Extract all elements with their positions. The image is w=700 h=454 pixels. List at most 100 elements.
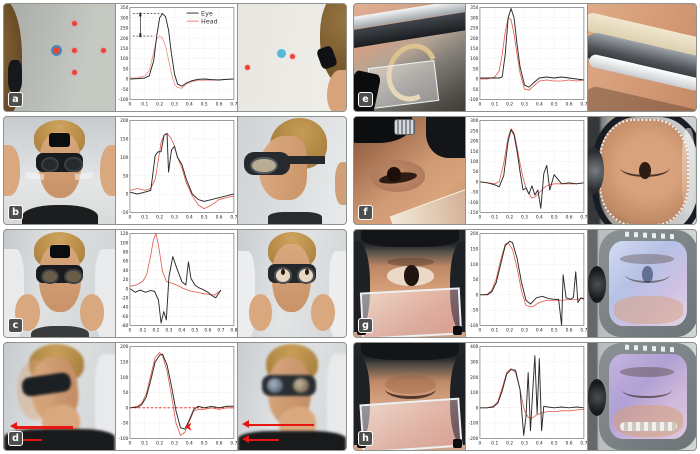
svg-text:200: 200 bbox=[471, 139, 480, 145]
camera-module bbox=[49, 244, 70, 258]
svg-text:60: 60 bbox=[123, 259, 129, 265]
panel-a-chart: -100 -50 0 50 100 150 200 250 300 350 0 0.1 0.2 0.3 0.… bbox=[116, 4, 237, 111]
laser-dot bbox=[289, 54, 295, 60]
svg-text:0.3: 0.3 bbox=[521, 328, 528, 334]
iris bbox=[387, 167, 401, 183]
clip bbox=[453, 325, 463, 335]
svg-text:0.1: 0.1 bbox=[142, 102, 149, 108]
svg-text:0.1: 0.1 bbox=[142, 215, 149, 221]
brow-shadow bbox=[620, 366, 675, 378]
svg-text:0.6: 0.6 bbox=[566, 102, 573, 108]
panel-f: -150 -100 -50 0 50 100 150 200 250 300 0 0.1 0.2 0.3 0… bbox=[353, 116, 697, 225]
svg-text:0.5: 0.5 bbox=[551, 328, 558, 334]
svg-text:120: 120 bbox=[121, 231, 130, 237]
svg-text:0.6: 0.6 bbox=[566, 328, 573, 334]
svg-text:0: 0 bbox=[126, 77, 129, 83]
svg-text:150: 150 bbox=[121, 46, 130, 52]
svg-text:0.6: 0.6 bbox=[566, 441, 573, 447]
goggle-lens-shiny bbox=[267, 378, 284, 394]
photo-subject-eyes-deviated bbox=[237, 230, 346, 337]
chart-f: -150 -100 -50 0 50 100 150 200 250 300 0 0.1 0.2 0.3 0… bbox=[466, 117, 587, 224]
photo-lens-purple-tint-closed-eye bbox=[587, 343, 696, 450]
lash-line-closed bbox=[385, 379, 437, 400]
goggle-lens bbox=[64, 156, 83, 173]
photo-head-impulse-blur-goggles bbox=[237, 343, 346, 450]
hand-on-jaw bbox=[248, 294, 273, 331]
svg-text:0: 0 bbox=[129, 102, 132, 108]
svg-text:0.7: 0.7 bbox=[581, 441, 587, 447]
svg-text:-50: -50 bbox=[472, 308, 479, 314]
svg-text:0.5: 0.5 bbox=[201, 441, 208, 447]
svg-text:100: 100 bbox=[121, 155, 130, 161]
svg-text:0.4: 0.4 bbox=[536, 102, 543, 108]
cheek-skin bbox=[613, 296, 684, 325]
svg-text:-40: -40 bbox=[122, 305, 129, 311]
foam-strip-dotted bbox=[620, 422, 677, 431]
svg-text:0: 0 bbox=[476, 179, 479, 185]
svg-text:0.1: 0.1 bbox=[142, 441, 149, 447]
chart-a: -100 -50 0 50 100 150 200 250 300 350 0 0.1 0.2 0.3 0.… bbox=[116, 4, 237, 111]
svg-text:300: 300 bbox=[471, 359, 480, 365]
svg-text:-150: -150 bbox=[469, 210, 479, 216]
svg-text:0.7: 0.7 bbox=[581, 215, 587, 221]
svg-text:200: 200 bbox=[471, 36, 480, 42]
svg-text:-100: -100 bbox=[469, 97, 479, 103]
chart-h: -200 -100 0 100 200 300 400 0 0.1 0.2 0.3 0.4 0.5 0.6… bbox=[466, 343, 587, 450]
svg-text:0.7: 0.7 bbox=[218, 328, 225, 334]
hand-on-jaw bbox=[311, 294, 336, 331]
photo-eye-closed-plate bbox=[354, 343, 466, 450]
knurled-knob bbox=[394, 119, 416, 136]
examiner-sleeve bbox=[326, 353, 346, 450]
head-strap bbox=[360, 343, 459, 361]
svg-text:-50: -50 bbox=[122, 210, 129, 216]
goggle-lens bbox=[64, 268, 83, 285]
svg-text:200: 200 bbox=[471, 231, 480, 237]
svg-text:-100: -100 bbox=[119, 436, 129, 442]
svg-text:300: 300 bbox=[121, 15, 130, 21]
svg-text:0.3: 0.3 bbox=[521, 102, 528, 108]
head-turn-arrow bbox=[10, 422, 74, 430]
panel-label-d: d bbox=[8, 431, 23, 446]
panel-a-photo-right bbox=[237, 4, 346, 111]
panel-e: -100 -50 0 50 100 150 200 250 300 350 0 0.1 0.2 0.3 0.… bbox=[353, 3, 697, 112]
svg-text:-200: -200 bbox=[469, 436, 479, 442]
svg-text:0.5: 0.5 bbox=[201, 102, 208, 108]
svg-text:0.7: 0.7 bbox=[231, 102, 237, 108]
panel-d-chart: -100 -50 0 50 100 150 200 0 0.1 0.2 0.3 0.4 0.5 0.6 0.… bbox=[116, 343, 237, 450]
svg-text:0.2: 0.2 bbox=[157, 102, 164, 108]
panel-f-chart: -150 -100 -50 0 50 100 150 200 250 300 0 0.1 0.2 0.3 0… bbox=[466, 117, 587, 224]
svg-text:0: 0 bbox=[479, 215, 482, 221]
svg-text:250: 250 bbox=[471, 26, 480, 32]
svg-text:0: 0 bbox=[479, 441, 482, 447]
svg-text:300: 300 bbox=[471, 15, 480, 21]
panel-label-c: c bbox=[8, 318, 23, 333]
iris bbox=[638, 161, 651, 180]
svg-text:200: 200 bbox=[471, 375, 480, 381]
svg-text:350: 350 bbox=[121, 5, 130, 11]
svg-text:300: 300 bbox=[471, 118, 480, 124]
svg-text:0.5: 0.5 bbox=[551, 215, 558, 221]
panel-a: -100 -50 0 50 100 150 200 250 300 350 0 0.1 0.2 0.3 0.… bbox=[3, 3, 347, 112]
clear-side-plate bbox=[75, 171, 94, 181]
shirt bbox=[30, 326, 89, 337]
svg-text:0: 0 bbox=[479, 328, 482, 334]
panel-h-chart: -200 -100 0 100 200 300 400 0 0.1 0.2 0.3 0.4 0.5 0.6… bbox=[466, 343, 587, 450]
svg-text:400: 400 bbox=[471, 344, 480, 350]
svg-text:50: 50 bbox=[123, 390, 129, 396]
goggle-lens bbox=[273, 267, 292, 285]
svg-text:50: 50 bbox=[473, 169, 479, 175]
svg-text:150: 150 bbox=[471, 46, 480, 52]
motion-blur-layer bbox=[4, 343, 116, 450]
goggle-lens-shiny bbox=[293, 378, 310, 394]
panel-c-photo-right bbox=[237, 230, 346, 337]
laser-dot bbox=[72, 70, 77, 76]
laser-dot bbox=[72, 47, 77, 53]
svg-text:0.6: 0.6 bbox=[216, 441, 223, 447]
panel-label-g: g bbox=[358, 318, 373, 333]
svg-text:0.7: 0.7 bbox=[231, 441, 237, 447]
svg-text:0.7: 0.7 bbox=[231, 215, 237, 221]
svg-text:-60: -60 bbox=[122, 314, 129, 320]
svg-text:0: 0 bbox=[126, 286, 129, 292]
